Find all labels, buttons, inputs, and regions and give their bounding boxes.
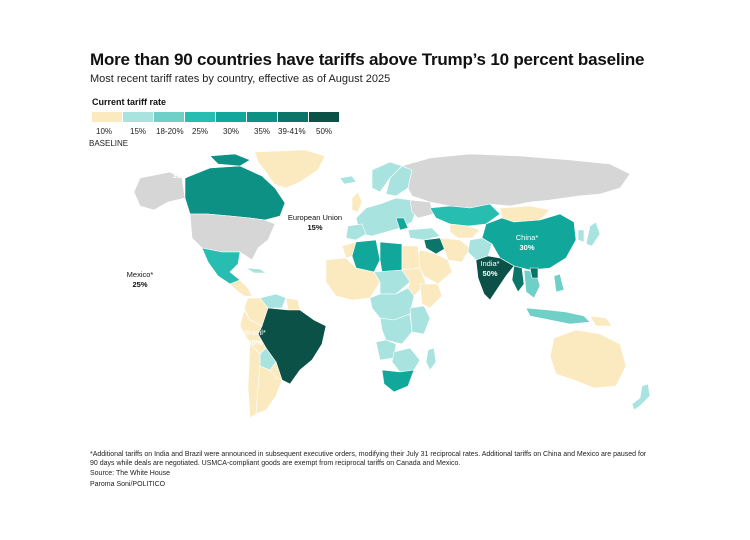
china <box>481 213 577 271</box>
legend-label-35: 35% <box>254 127 271 136</box>
legend-label-25: 25% <box>192 127 209 136</box>
legend-label-10: 10% <box>96 127 113 136</box>
ukraine <box>409 199 435 219</box>
legend-swatch-39-41 <box>278 112 308 122</box>
legend-color-scale <box>92 112 339 122</box>
west-africa <box>325 257 381 301</box>
greenland <box>254 149 326 189</box>
madagascar <box>425 347 437 371</box>
legend-label-15: 15% <box>130 127 147 136</box>
label-mexico: Mexico* 25% <box>127 270 154 290</box>
label-canada-name: Canada* <box>165 161 195 170</box>
label-mexico-name: Mexico* <box>126 270 154 279</box>
legend-swatch-18-20 <box>154 112 184 122</box>
russia <box>401 153 631 209</box>
legend-label-39-41: 39-41% <box>278 127 306 136</box>
central-africa <box>369 287 415 321</box>
guianas <box>285 297 301 311</box>
kazakhstan <box>429 203 501 227</box>
ethiopia-horn <box>419 283 443 309</box>
mexico <box>201 247 241 285</box>
label-eu: European Union 15% <box>288 213 342 233</box>
legend-label-50: 50% <box>316 127 333 136</box>
legend-title: Current tariff rate <box>92 97 167 107</box>
south-africa <box>381 369 415 393</box>
world-map <box>133 149 651 419</box>
iran <box>439 237 471 263</box>
map-title: More than 90 countries have tariffs abov… <box>90 50 645 69</box>
label-eu-name: European Union <box>287 213 343 222</box>
paraguay <box>269 361 283 381</box>
label-india-name: India* <box>480 259 500 268</box>
india <box>475 255 515 301</box>
european-union <box>355 197 417 237</box>
drc <box>379 313 413 345</box>
label-india-rate: 50% <box>482 269 498 278</box>
legend-swatch-50 <box>309 112 339 122</box>
source-note: Source: The White House <box>90 470 171 477</box>
label-mexico-rate: 25% <box>132 280 148 289</box>
legend-swatch-10 <box>92 112 122 122</box>
east-africa <box>409 305 431 335</box>
iberia <box>345 223 367 241</box>
papua <box>589 315 613 327</box>
southern-africa <box>391 347 421 373</box>
syria-iraq <box>423 237 447 255</box>
turkey <box>407 227 441 241</box>
canada-arctic <box>209 153 251 167</box>
legend-baseline-note: BASELINE <box>89 139 129 148</box>
philippines <box>553 273 565 293</box>
label-china-name: China* <box>515 233 539 242</box>
uk <box>351 191 363 213</box>
legend-labels: 10% 15% 18-20% 25% 30% 35% 39-41% 50% <box>92 127 352 149</box>
legend-swatch-30 <box>216 112 246 122</box>
label-eu-rate: 15% <box>307 223 323 232</box>
credit-note: Paroma Soni/POLITICO <box>90 481 166 488</box>
label-india: India* 50% <box>480 259 499 279</box>
laos <box>529 267 539 279</box>
label-china: China* 30% <box>516 233 539 253</box>
new-zealand <box>631 383 651 411</box>
central-america <box>229 279 253 297</box>
legend-swatch-15 <box>123 112 153 122</box>
footnote: *Additional tariffs on India and Brazil … <box>90 451 647 467</box>
legend-swatch-35 <box>247 112 277 122</box>
legend-swatch-25 <box>185 112 215 122</box>
angola <box>375 339 397 361</box>
alaska <box>133 171 186 211</box>
label-brazil: Brazil* 50% <box>244 328 266 348</box>
iceland <box>339 175 357 185</box>
algeria <box>351 239 381 273</box>
cuba <box>245 267 267 274</box>
label-canada-rate: 35% <box>172 171 188 180</box>
map-subtitle: Most recent tariff rates by country, eff… <box>90 73 391 85</box>
japan <box>585 221 601 247</box>
myanmar <box>511 265 525 293</box>
egypt <box>401 245 421 271</box>
australia <box>549 329 627 389</box>
label-china-rate: 30% <box>519 243 535 252</box>
legend-label-18-20: 18-20% <box>156 127 184 136</box>
korea <box>577 229 585 243</box>
label-canada: Canada* 35% <box>165 161 194 181</box>
central-asia <box>449 223 481 239</box>
legend-label-30: 30% <box>223 127 240 136</box>
balkans <box>395 217 409 231</box>
label-brazil-rate: 50% <box>247 338 263 347</box>
indonesia <box>525 307 591 325</box>
label-brazil-name: Brazil* <box>244 328 266 337</box>
libya <box>379 241 403 273</box>
